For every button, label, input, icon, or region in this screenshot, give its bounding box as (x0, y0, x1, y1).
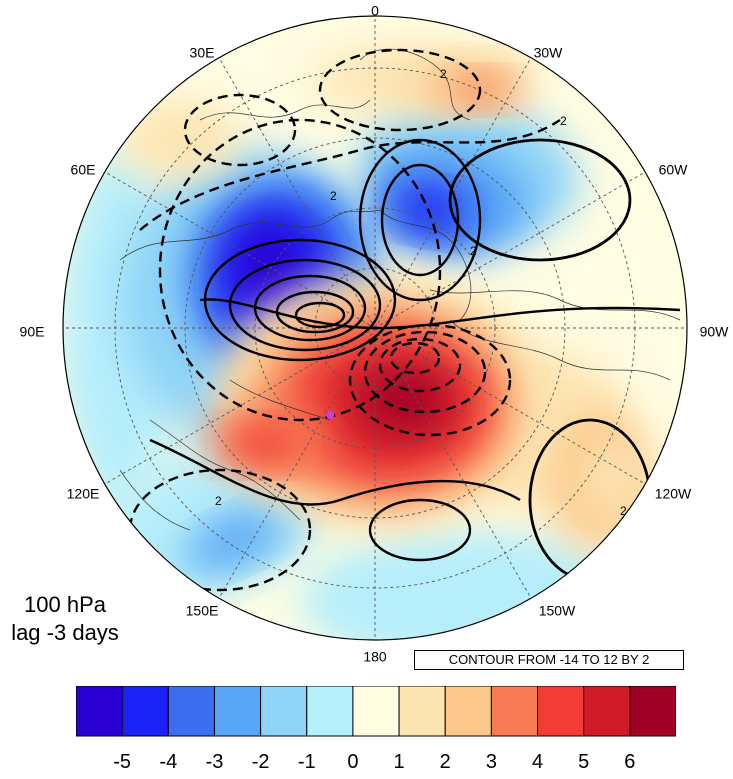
colorbar-swatch (260, 686, 308, 737)
meridian-line (374, 327, 532, 599)
colorbar: -5 -4 -3 -2 -1 0 1 2 3 4 5 6 (76, 686, 676, 773)
contour-label: 2 (560, 114, 567, 128)
colorbar-tick-label: -2 (252, 751, 270, 773)
coastline-segment (119, 469, 191, 531)
anomaly-shading (63, 16, 687, 640)
colorbar-swatch (213, 686, 262, 737)
longitude-label: 150E (186, 603, 219, 619)
longitude-labels: 0 30W 60W 90W 120W 150W 180 150E 120E 90E 60E 30E (20, 3, 730, 665)
positive-contour (199, 298, 681, 330)
coastline-segment (359, 48, 471, 121)
contour-label: 2 (215, 494, 222, 508)
colorbar-tick-label: -1 (298, 751, 316, 773)
contour-label: 2 (470, 244, 477, 258)
colorbar-swatch (490, 686, 539, 737)
meridian-line (104, 171, 376, 329)
colorbar-tick-label: 0 (347, 751, 358, 773)
negative-contour (158, 118, 442, 422)
colorbar-swatch (444, 686, 492, 737)
map-boundary (62, 15, 688, 641)
coastline-segment (119, 209, 381, 261)
positive-contour (368, 498, 472, 562)
height-contours: 2 2 2 2 2 2 (128, 48, 681, 592)
colorbar-tick-label: 1 (394, 751, 405, 773)
colorbar-tick-label: 2 (440, 751, 451, 773)
longitude-label: 90E (20, 324, 45, 340)
lag-caption: lag -3 days (11, 620, 119, 645)
positive-contour (294, 301, 346, 329)
coastline-segment (429, 289, 681, 321)
longitude-label: 60W (659, 162, 689, 178)
negative-contour (318, 48, 482, 132)
contour-info-box: CONTOUR FROM -14 TO 12 BY 2 (414, 650, 684, 670)
longitude-label: 120E (67, 486, 100, 502)
contour-label: 2 (330, 189, 337, 203)
colorbar-swatch (583, 686, 631, 737)
longitude-label: 90W (700, 324, 730, 340)
colorbar-swatch (398, 686, 446, 737)
coastline-segment (379, 209, 472, 321)
longitude-label: 30W (534, 45, 564, 61)
longitude-label: 120W (655, 486, 692, 502)
contour-label: 2 (620, 504, 627, 518)
meridian-line (218, 327, 376, 599)
colorbar-swatch (167, 686, 215, 737)
longitude-label: 30E (190, 45, 215, 61)
meridian-line (374, 327, 646, 485)
polar-map: 2 2 2 2 2 2 0 30W 60W 90W 120W 150W 180 150E 120E 90E 6… (20, 3, 730, 665)
pressure-level-caption: 100 hPa (24, 592, 106, 617)
colorbar-tick-label: 3 (486, 751, 497, 773)
colorbar-tick-label: -5 (113, 751, 131, 773)
positive-contour (358, 138, 482, 302)
positive-contour (380, 163, 460, 277)
positive-contour (448, 138, 632, 262)
colorbar-swatch (629, 686, 676, 737)
longitude-label: 180 (363, 649, 387, 665)
location-marker (326, 411, 334, 419)
colorbar-tick-label: -4 (159, 751, 177, 773)
colorbar-swatch (537, 686, 585, 737)
colorbar-swatch (76, 686, 123, 737)
negative-contour (378, 337, 462, 393)
meridian-line (218, 57, 376, 329)
longitude-label: 150W (539, 603, 576, 619)
latitude-circle (184, 137, 566, 519)
colorbar-tick-label: -3 (206, 751, 224, 773)
positive-contour (149, 438, 521, 506)
negative-contour (389, 341, 441, 375)
coastline-segment (149, 419, 301, 521)
longitude-label: 0 (371, 3, 379, 19)
longitude-label: 60E (71, 162, 96, 178)
positive-contour (228, 258, 382, 352)
lat-lon-grid (63, 16, 687, 640)
contour-label: 2 (440, 67, 447, 81)
negative-contour (139, 119, 561, 231)
meridian-line (374, 171, 646, 329)
colorbar-tick-label: 6 (624, 751, 635, 773)
colorbar-swatch (121, 686, 169, 737)
negative-contour (128, 468, 312, 592)
colorbar-tick-label: 5 (578, 751, 589, 773)
colorbar-tick-label: 4 (532, 751, 543, 773)
colorbar-swatch (306, 686, 354, 737)
coastline-segment (229, 379, 331, 421)
negative-contour (183, 93, 297, 167)
negative-contour (363, 330, 487, 414)
colorbar-swatch (352, 686, 400, 737)
